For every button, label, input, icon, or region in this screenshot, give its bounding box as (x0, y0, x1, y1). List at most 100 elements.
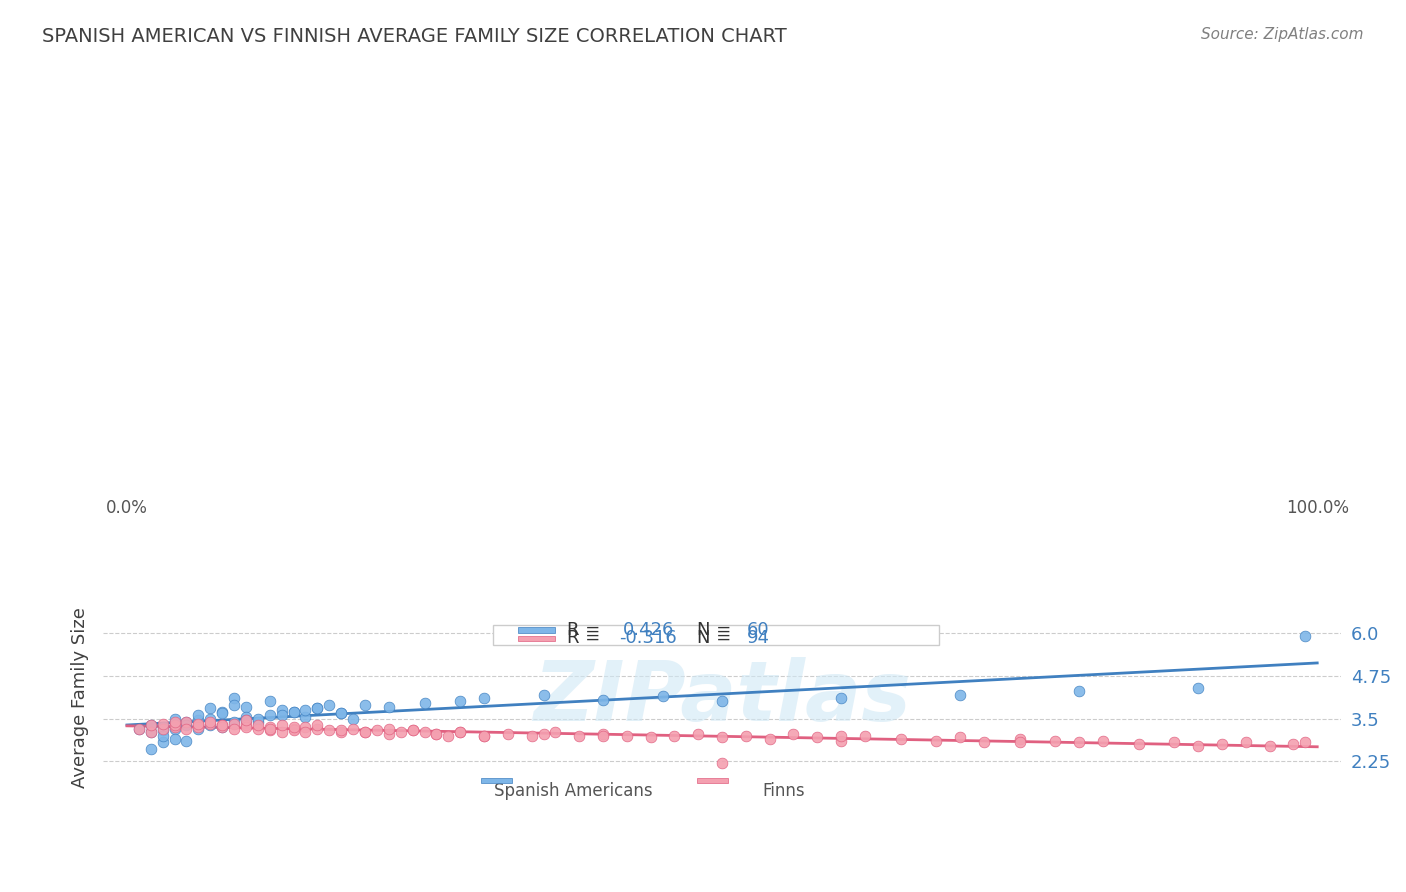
Point (200, 701, 222, 715)
Point (1163, 735, 1185, 749)
Point (187, 716, 209, 731)
Point (592, 729, 614, 743)
Point (163, 731, 186, 746)
Point (283, 720, 305, 734)
Point (496, 727, 519, 741)
Text: 0.426: 0.426 (623, 621, 675, 639)
Point (472, 691, 495, 706)
Point (211, 720, 233, 734)
Point (758, 731, 780, 746)
Point (413, 696, 436, 710)
Point (425, 727, 447, 741)
Point (259, 723, 281, 738)
Text: R =: R = (568, 621, 606, 639)
Point (283, 723, 305, 738)
Text: R =: R = (568, 629, 606, 647)
Point (270, 703, 292, 717)
Point (259, 720, 281, 734)
Point (222, 716, 245, 731)
Point (152, 735, 174, 749)
Point (163, 720, 186, 734)
Point (139, 725, 162, 739)
Point (163, 716, 186, 731)
Point (378, 722, 401, 736)
Point (152, 723, 174, 738)
Point (246, 722, 269, 736)
Point (211, 718, 233, 732)
Point (664, 729, 686, 743)
Point (533, 727, 555, 741)
Point (1091, 733, 1114, 747)
Point (187, 708, 209, 723)
Point (200, 716, 222, 731)
Point (235, 710, 257, 724)
Point (830, 691, 852, 706)
Point (592, 692, 614, 706)
Point (307, 701, 329, 715)
Point (176, 714, 198, 729)
Point (520, 729, 543, 743)
Point (283, 705, 305, 719)
Point (533, 688, 555, 702)
Point (449, 694, 471, 708)
Point (270, 708, 292, 723)
Point (1008, 731, 1031, 746)
Text: ZIPatlas: ZIPatlas (533, 657, 911, 739)
Point (711, 694, 734, 708)
Point (307, 722, 329, 736)
Point (211, 720, 233, 734)
Point (711, 731, 734, 745)
Point (449, 725, 471, 739)
Point (211, 718, 233, 732)
Point (651, 690, 673, 704)
Text: Finns: Finns (762, 782, 806, 800)
Text: 94: 94 (747, 629, 770, 647)
Point (973, 735, 995, 749)
Point (806, 731, 828, 745)
Point (307, 718, 329, 732)
Point (222, 691, 245, 706)
Point (1211, 737, 1233, 751)
Point (640, 731, 662, 745)
Point (294, 703, 316, 717)
Point (163, 714, 186, 729)
Point (270, 718, 292, 732)
Point (616, 729, 638, 743)
FancyBboxPatch shape (697, 779, 728, 783)
Point (187, 713, 209, 727)
Point (187, 718, 209, 732)
Point (449, 725, 471, 739)
Point (318, 698, 340, 712)
Point (472, 729, 495, 743)
Point (211, 705, 233, 719)
Point (1187, 739, 1209, 753)
FancyBboxPatch shape (517, 636, 555, 640)
Point (246, 714, 269, 729)
Point (330, 725, 353, 739)
Point (318, 723, 340, 738)
Text: 0.0%: 0.0% (105, 500, 148, 517)
Point (354, 725, 377, 739)
Point (139, 718, 162, 732)
Point (307, 701, 329, 715)
Point (1008, 735, 1031, 749)
Point (163, 711, 186, 725)
Point (401, 723, 423, 738)
Point (330, 706, 353, 721)
Point (283, 722, 305, 736)
Point (949, 731, 972, 745)
Point (688, 727, 710, 741)
Point (890, 731, 912, 746)
Point (235, 699, 257, 714)
Point (259, 708, 281, 723)
Point (1187, 681, 1209, 695)
Point (259, 722, 281, 736)
Point (270, 725, 292, 739)
Point (782, 727, 804, 741)
Point (1294, 630, 1316, 644)
Point (1258, 739, 1281, 753)
FancyBboxPatch shape (494, 625, 939, 646)
Point (472, 729, 495, 743)
Point (378, 727, 401, 741)
Point (235, 718, 257, 732)
